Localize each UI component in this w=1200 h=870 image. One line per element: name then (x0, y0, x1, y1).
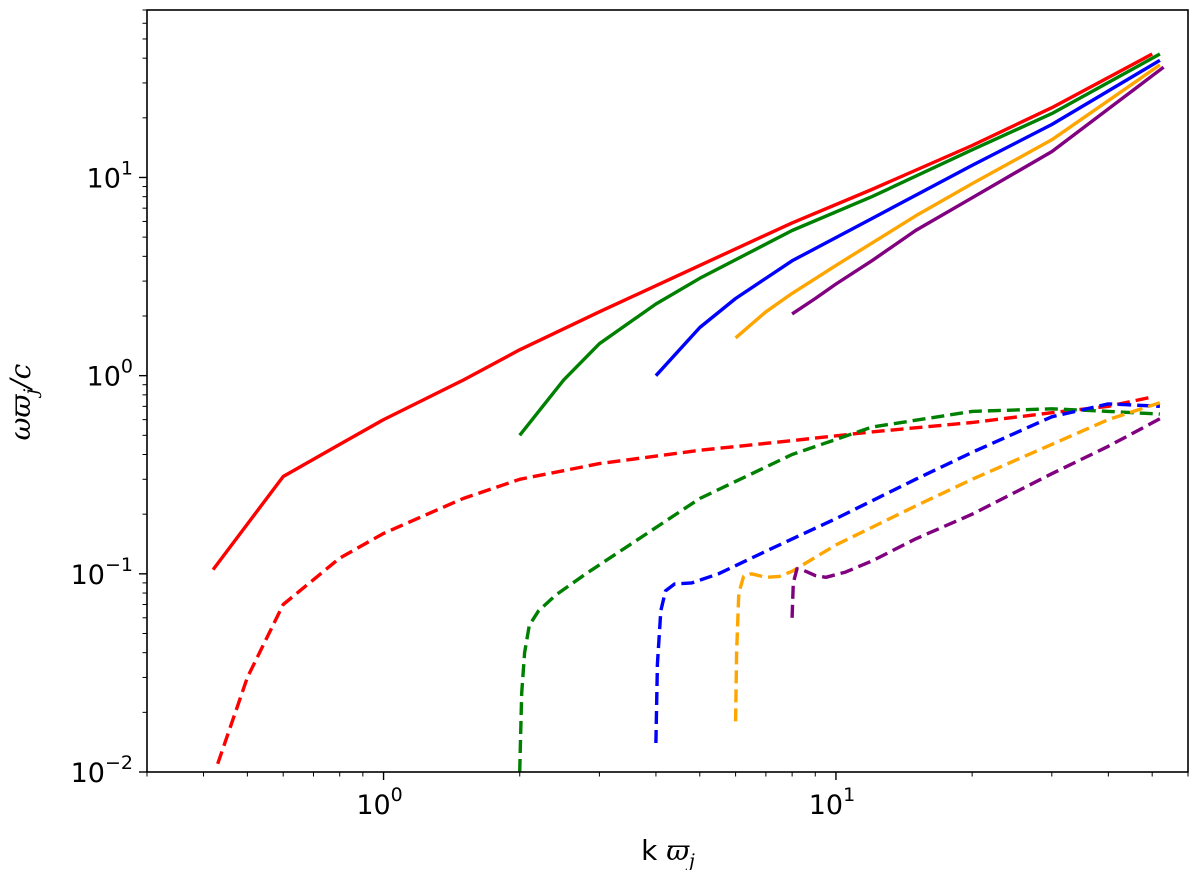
y-tick-label: 100 (87, 356, 133, 393)
x-axis-label-sub: j (685, 850, 695, 870)
y-tick-label: 10−1 (71, 554, 133, 591)
series-line-7 (733, 401, 1161, 722)
y-axis-label: ωϖj/c (4, 363, 42, 440)
plot-frame (146, 9, 1189, 773)
series-line-6 (734, 63, 1161, 340)
x-axis-label: k ϖj (641, 834, 695, 870)
series-line-9 (790, 415, 1165, 618)
series-line-0 (211, 52, 1154, 571)
series-line-4 (654, 58, 1161, 377)
y-axis-label-sub: j (20, 389, 42, 399)
series-line-5 (654, 402, 1160, 744)
y-axis-label-symbol: ϖ (4, 394, 37, 418)
tick-layer: 100 101 10−2 10−1 100 101 (71, 9, 1189, 821)
x-axis-label-symbol: ϖ (666, 834, 690, 867)
y-axis-label-omega: ω (4, 417, 37, 440)
y-tick-label: 101 (87, 157, 133, 194)
x-axis-label-prefix: k (641, 834, 666, 867)
series-line-3 (518, 407, 1160, 773)
x-tick-label: 101 (809, 784, 855, 821)
series-layer (211, 52, 1165, 773)
x-tick-label: 100 (356, 784, 402, 821)
series-line-2 (518, 52, 1161, 437)
y-axis-label-suffix: /c (4, 363, 37, 391)
series-line-1 (216, 395, 1153, 765)
y-tick-label: 10−2 (71, 752, 133, 789)
series-line-8 (791, 65, 1165, 316)
